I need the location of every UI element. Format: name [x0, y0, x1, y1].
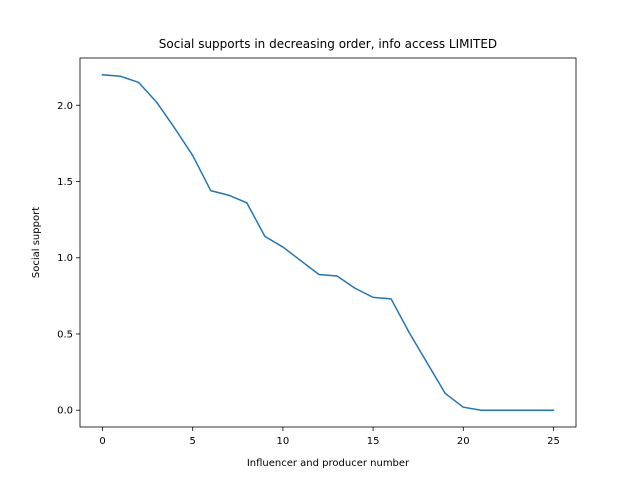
y-tick-label: 1.0	[57, 253, 73, 264]
chart-title: Social supports in decreasing order, inf…	[159, 37, 497, 51]
x-tick-label: 15	[367, 436, 380, 447]
plot-area: 0 5 10 15 20 25 0.0 0.5 1.0 1.5 2.0	[57, 57, 577, 447]
y-axis-ticks: 0.0 0.5 1.0 1.5 2.0	[57, 101, 80, 417]
y-axis-label: Social support	[31, 207, 42, 278]
x-tick-label: 5	[190, 436, 196, 447]
x-tick-label: 10	[277, 436, 290, 447]
y-tick-label: 0.5	[57, 329, 73, 340]
x-tick-label: 20	[457, 436, 470, 447]
x-axis-ticks: 0 5 10 15 20 25	[99, 427, 560, 447]
y-tick-label: 2.0	[57, 101, 73, 112]
x-axis-label: Influencer and producer number	[247, 458, 410, 469]
x-tick-label: 25	[547, 436, 560, 447]
x-tick-label: 0	[99, 436, 105, 447]
y-tick-label: 0.0	[57, 406, 73, 417]
series-line	[101, 73, 555, 411]
plot-background	[80, 58, 576, 427]
y-tick-label: 1.5	[57, 177, 73, 188]
plot-frame	[79, 57, 577, 428]
